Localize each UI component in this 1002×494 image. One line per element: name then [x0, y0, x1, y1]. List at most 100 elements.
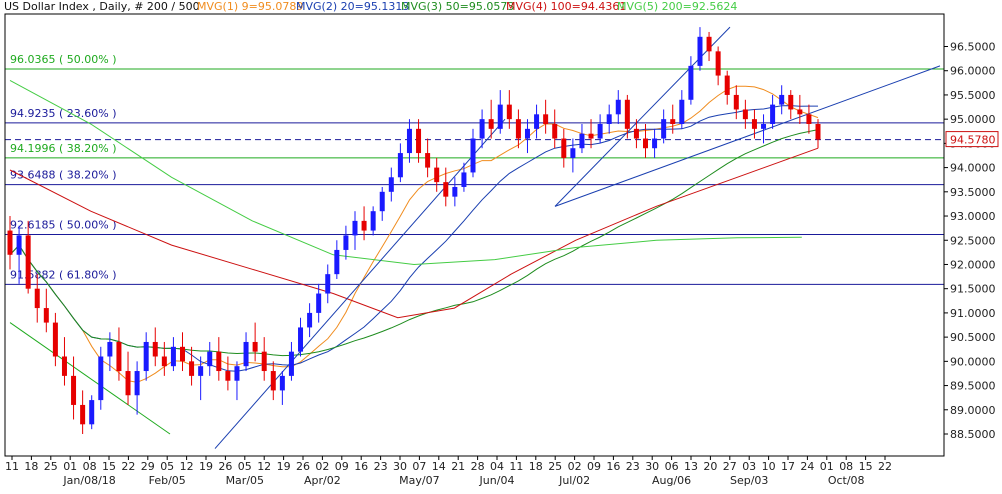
candle-up: [606, 114, 612, 124]
ma-200-line: [9, 79, 802, 266]
x-tick-label: 27: [723, 460, 737, 473]
candle-down: [643, 138, 649, 149]
candle-down: [34, 288, 40, 309]
y-tick-label: 94.0000: [950, 162, 996, 175]
fib-level-label: 96.0365 ( 50.00% ): [10, 53, 117, 66]
y-tick-label: 90.0000: [950, 355, 996, 368]
x-tick-label: 25: [548, 460, 562, 473]
candle-up: [679, 99, 685, 124]
y-tick-label: 92.0000: [950, 258, 996, 271]
candle-up: [388, 177, 394, 192]
candle-down: [61, 356, 67, 376]
candle-up: [234, 366, 240, 381]
candle-up: [652, 138, 658, 149]
candle-down: [543, 114, 549, 124]
x-tick-label: 29: [141, 460, 155, 473]
chart-title: US Dollar Index , Daily, # 200 / 500: [4, 0, 200, 13]
candle-up: [697, 36, 703, 66]
x-tick-label: 11: [509, 460, 523, 473]
candle-down: [25, 235, 31, 289]
candle-down: [425, 153, 431, 168]
chart-header: US Dollar Index , Daily, # 200 / 500 MVG(…: [4, 0, 737, 13]
candle-up: [615, 99, 621, 115]
current-price-label: 94.5780: [950, 134, 996, 147]
candle-down: [724, 75, 730, 95]
candle-down: [434, 167, 440, 183]
candle-down: [416, 128, 422, 154]
y-tick-label: 89.0000: [950, 404, 996, 417]
x-tick-label: 07: [412, 460, 426, 473]
x-tick-label: 09: [335, 460, 349, 473]
candle-down: [806, 114, 812, 124]
candle-down: [116, 341, 122, 372]
month-label: Oct/08: [828, 474, 865, 487]
indicator-label: MVG(5) 200=92.5624: [617, 0, 737, 13]
indicator-label: MVG(2) 20=95.1313: [296, 0, 409, 13]
x-tick-label: 26: [218, 460, 232, 473]
candle-up: [597, 124, 603, 139]
fib-level-label: 93.6488 ( 38.20% ): [10, 169, 117, 182]
candle-down: [252, 341, 258, 352]
candle-up: [134, 371, 140, 396]
y-tick-label: 89.5000: [950, 380, 996, 393]
x-tick-label: 17: [781, 460, 795, 473]
x-tick-label: 03: [742, 460, 756, 473]
x-tick-label: 08: [83, 460, 97, 473]
candle-up: [479, 119, 485, 139]
candle-down: [225, 371, 231, 381]
candle-down: [216, 351, 222, 372]
candle-down: [588, 133, 594, 139]
x-tick-label: 05: [160, 460, 174, 473]
x-tick-label: 09: [587, 460, 601, 473]
candle-down: [506, 104, 512, 120]
candle-up: [452, 186, 458, 197]
x-tick-label: 22: [121, 460, 135, 473]
candle-down: [788, 94, 794, 110]
x-tick-label: 30: [393, 460, 407, 473]
candle-down: [189, 361, 195, 376]
candle-down: [152, 341, 158, 357]
x-tick-label: 23: [626, 460, 640, 473]
x-tick-label: 04: [490, 460, 504, 473]
fib-level-label: 94.9235 ( 23.60% ): [10, 107, 117, 120]
candle-down: [52, 322, 58, 357]
fib-level-label: 94.1996 ( 38.20% ): [10, 142, 117, 155]
candle-down: [733, 94, 739, 110]
candle-up: [288, 351, 294, 376]
candle-down: [561, 138, 567, 158]
current-price-box: [945, 131, 999, 148]
candle-down: [71, 375, 77, 405]
month-label: Jun/04: [479, 474, 515, 487]
candle-down: [751, 119, 757, 129]
current-price-tag: 94.5780: [945, 131, 999, 148]
x-tick-label: 16: [354, 460, 368, 473]
x-tick-label: 12: [180, 460, 194, 473]
candle-up: [343, 235, 349, 250]
x-tick-label: 18: [24, 460, 38, 473]
candle-down: [488, 119, 494, 129]
y-tick-label: 95.0000: [950, 113, 996, 126]
x-tick-label: 06: [665, 460, 679, 473]
candle-up: [316, 293, 322, 313]
candle-down: [706, 36, 712, 52]
candle-down: [443, 182, 449, 197]
x-tick-label: 24: [800, 460, 814, 473]
x-tick-label: 19: [277, 460, 291, 473]
candle-down: [815, 124, 821, 140]
candle-up: [688, 65, 694, 100]
y-tick-label: 92.5000: [950, 234, 996, 247]
x-tick-label: 13: [684, 460, 698, 473]
y-tick-label: 93.0000: [950, 210, 996, 223]
indicator-label: MVG(3) 50=95.0573: [401, 0, 514, 13]
candle-up: [497, 104, 503, 129]
candle-down: [43, 308, 49, 323]
candle-up: [170, 346, 176, 367]
candle-up: [207, 351, 213, 367]
x-tick-label: 28: [471, 460, 485, 473]
x-tick-label: 25: [44, 460, 58, 473]
candle-up: [379, 191, 385, 212]
candle-up: [325, 274, 331, 294]
fib-level-label: 92.6185 ( 50.00% ): [10, 219, 117, 232]
candle-up: [143, 341, 149, 372]
